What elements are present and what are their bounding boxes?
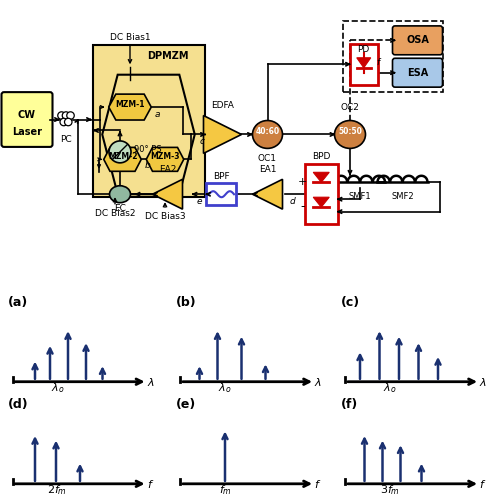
Text: EDFA: EDFA [211, 101, 234, 110]
Text: OSA: OSA [406, 35, 429, 45]
Circle shape [58, 112, 65, 119]
Circle shape [109, 141, 131, 163]
Polygon shape [252, 179, 282, 209]
Bar [206, 183, 236, 205]
Text: $\lambda_o$: $\lambda_o$ [218, 381, 232, 395]
Text: f: f [376, 58, 379, 67]
Polygon shape [109, 94, 151, 120]
Text: SMF1: SMF1 [348, 192, 372, 201]
Text: $f$: $f$ [147, 479, 154, 491]
Text: EA2: EA2 [159, 165, 176, 174]
Text: PD: PD [358, 45, 370, 54]
Text: -: - [300, 200, 305, 213]
Text: MZM-3: MZM-3 [150, 152, 180, 161]
Text: 50:50: 50:50 [338, 127, 362, 136]
Text: BPF: BPF [212, 172, 230, 181]
Bar [350, 44, 378, 85]
Text: PC: PC [60, 135, 72, 144]
Text: a: a [155, 110, 160, 119]
Text: DC Bias1: DC Bias1 [110, 33, 150, 42]
Ellipse shape [252, 121, 282, 148]
Text: (c): (c) [340, 296, 359, 309]
Text: $f$: $f$ [480, 479, 486, 491]
Text: (b): (b) [176, 296, 196, 309]
Text: MZM-2: MZM-2 [108, 152, 137, 161]
Polygon shape [102, 75, 195, 194]
Text: $\lambda$: $\lambda$ [479, 376, 487, 388]
Text: $\lambda$: $\lambda$ [146, 376, 154, 388]
Text: OC1: OC1 [258, 154, 277, 163]
Ellipse shape [334, 121, 366, 148]
Text: 40:60: 40:60 [256, 127, 280, 136]
Ellipse shape [110, 186, 130, 203]
Polygon shape [104, 147, 142, 171]
Text: SMF2: SMF2 [391, 192, 414, 201]
Text: d: d [290, 197, 296, 206]
Text: OC2: OC2 [340, 103, 359, 112]
Text: DPMZM: DPMZM [147, 51, 188, 61]
Text: $2f_m$: $2f_m$ [48, 483, 68, 497]
Text: $\lambda_o$: $\lambda_o$ [384, 381, 396, 395]
Text: +: + [298, 177, 307, 187]
Text: (d): (d) [8, 398, 28, 411]
Circle shape [62, 112, 70, 119]
Text: DC Bias2: DC Bias2 [94, 209, 135, 218]
FancyBboxPatch shape [392, 26, 442, 55]
Bar [305, 164, 338, 224]
Text: $3f_m$: $3f_m$ [380, 483, 400, 497]
Text: $f$: $f$ [314, 479, 322, 491]
Text: EC: EC [114, 204, 126, 213]
Text: (e): (e) [176, 398, 196, 411]
Polygon shape [313, 197, 329, 207]
Text: BPD: BPD [312, 152, 330, 161]
Text: c: c [200, 137, 205, 146]
Text: (a): (a) [8, 296, 28, 309]
Circle shape [64, 119, 72, 126]
Polygon shape [204, 116, 242, 153]
Text: (f): (f) [340, 398, 358, 411]
Bar [92, 45, 205, 197]
FancyBboxPatch shape [392, 58, 442, 87]
Polygon shape [357, 58, 371, 68]
Bar [342, 21, 442, 92]
Circle shape [60, 119, 68, 126]
Text: 90° PS: 90° PS [134, 145, 162, 154]
Polygon shape [146, 147, 184, 171]
Circle shape [67, 112, 74, 119]
Text: $\lambda$: $\lambda$ [314, 376, 322, 388]
Text: CW: CW [18, 110, 36, 120]
Polygon shape [152, 179, 182, 209]
Polygon shape [313, 172, 329, 182]
Text: MZM-1: MZM-1 [115, 100, 145, 109]
Text: $f_m$: $f_m$ [218, 483, 232, 497]
Text: DC Bias3: DC Bias3 [144, 212, 186, 221]
Text: $\lambda_o$: $\lambda_o$ [51, 381, 64, 395]
Text: e: e [196, 197, 202, 206]
FancyBboxPatch shape [2, 92, 52, 147]
Text: b: b [144, 161, 150, 170]
Text: Laser: Laser [12, 127, 42, 137]
Text: ESA: ESA [407, 68, 428, 78]
Text: EA1: EA1 [259, 165, 276, 174]
